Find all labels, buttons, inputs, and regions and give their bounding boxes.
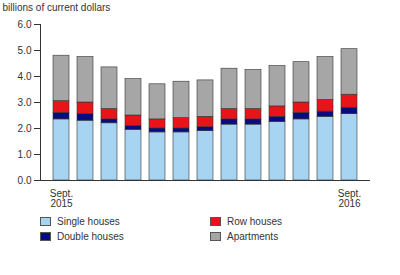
html-text:Row houses: Row houses bbox=[227, 216, 282, 227]
svg-text:0.0: 0.0 bbox=[18, 175, 32, 186]
svg-text:1.0: 1.0 bbox=[18, 149, 32, 160]
svg-text:6.0: 6.0 bbox=[18, 19, 32, 30]
html-text:Double houses: Double houses bbox=[57, 231, 124, 242]
svg-text:4.0: 4.0 bbox=[18, 71, 32, 82]
svg-text:Sept.2016: Sept.2016 bbox=[338, 188, 361, 209]
svg-text:5.0: 5.0 bbox=[18, 45, 32, 56]
svg-text:Sept.2015: Sept.2015 bbox=[50, 188, 73, 209]
html-text:Single houses: Single houses bbox=[57, 216, 120, 227]
svg-text:billions of current dollars: billions of current dollars bbox=[3, 2, 111, 13]
html-text:Apartments: Apartments bbox=[227, 231, 279, 242]
svg-text:2.0: 2.0 bbox=[18, 123, 32, 134]
svg-text:3.0: 3.0 bbox=[18, 97, 32, 108]
